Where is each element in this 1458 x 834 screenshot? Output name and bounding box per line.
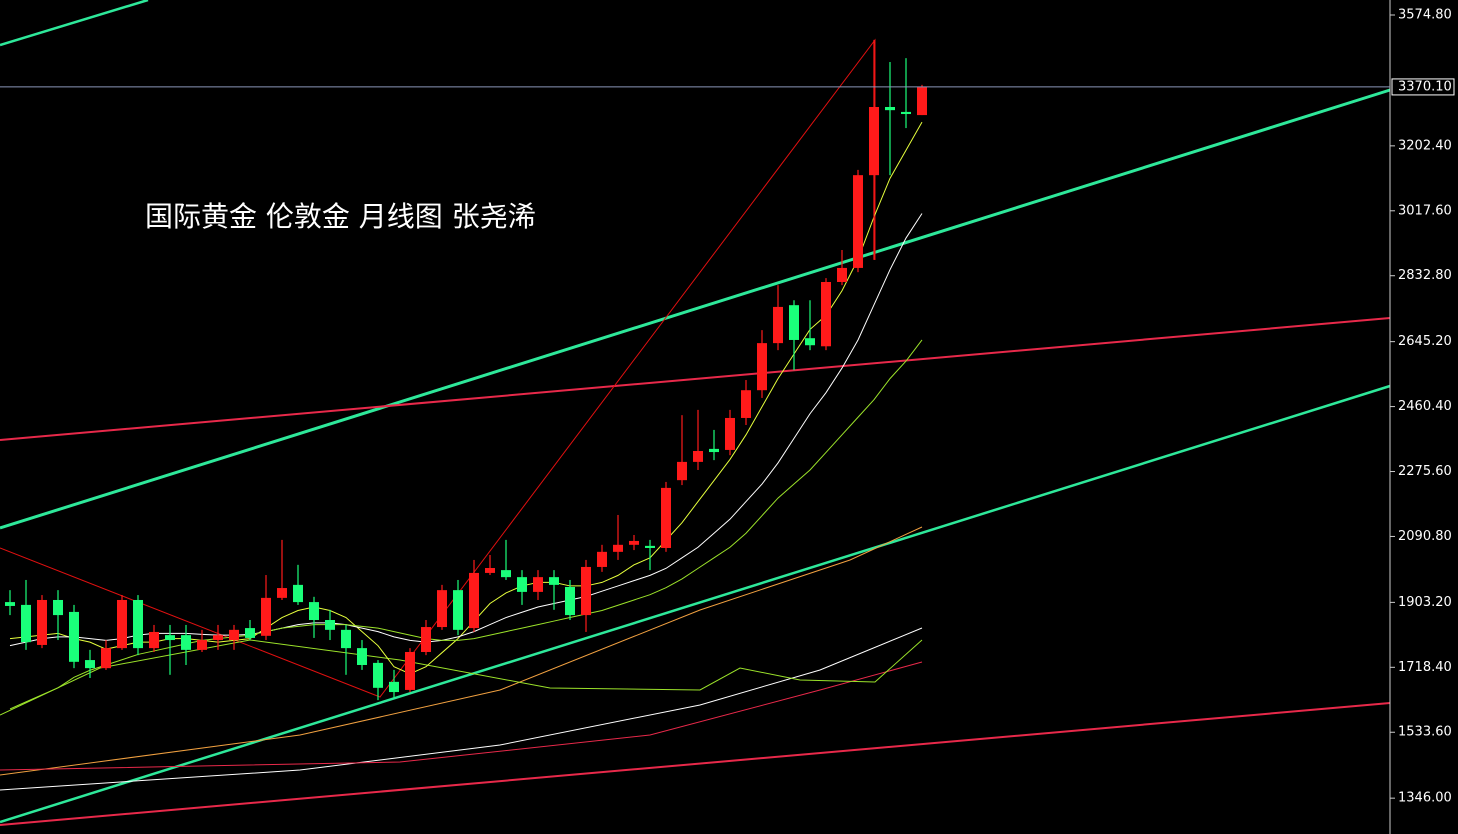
candle-body	[69, 611, 79, 662]
candle-body	[629, 540, 639, 545]
candle-body	[117, 599, 127, 649]
candle-body	[677, 461, 687, 481]
candle-body	[181, 635, 191, 650]
chart-title: 国际黄金 伦敦金 月线图 张尧浠	[145, 200, 536, 233]
trend-line	[0, 702, 1391, 826]
candle-body	[165, 635, 175, 641]
candle-body	[405, 651, 415, 690]
candle-body	[149, 631, 159, 649]
moving-average-long	[0, 526, 923, 776]
y-tick-label: 1718.40	[1398, 660, 1452, 675]
candle-body	[421, 627, 431, 652]
candle-body	[341, 629, 351, 649]
trend-line	[0, 384, 1391, 824]
candle-body	[517, 577, 527, 592]
y-tick-label: 1903.20	[1398, 595, 1452, 610]
candle-body	[469, 572, 479, 629]
candle-body	[853, 175, 863, 268]
candle-body	[325, 620, 335, 630]
candle-body	[533, 577, 543, 592]
y-tick-label: 2645.20	[1398, 334, 1452, 349]
trend-line	[0, 317, 1391, 441]
candle-body	[101, 648, 111, 669]
y-tick-label: 2090.80	[1398, 529, 1452, 544]
candle-body	[309, 602, 319, 621]
candle-body	[773, 306, 783, 344]
candle-body	[805, 338, 815, 346]
y-tick-label: 1533.60	[1398, 725, 1452, 740]
candle-body	[581, 566, 591, 616]
moving-average	[9, 213, 923, 647]
last-price-label: 3370.10	[1398, 79, 1452, 94]
candle-body	[757, 343, 767, 391]
candle-body	[613, 544, 623, 552]
candle-body	[917, 86, 927, 116]
moving-average	[9, 339, 923, 710]
candle-body	[821, 281, 831, 347]
candle-body	[661, 487, 671, 548]
candle-body	[37, 599, 47, 645]
y-tick-label: 3017.60	[1398, 203, 1452, 218]
last-price-box	[1391, 78, 1455, 96]
moving-average-long	[0, 661, 923, 771]
candle-body	[373, 662, 383, 688]
y-tick-label: 3574.80	[1398, 8, 1452, 23]
candle-body	[885, 106, 895, 111]
candle-body	[837, 267, 847, 282]
y-tick-label: 1346.00	[1398, 791, 1452, 806]
candle-body	[597, 551, 607, 567]
candle-body	[133, 599, 143, 649]
moving-average	[9, 121, 923, 675]
candle-body	[293, 584, 303, 603]
candle-body	[501, 570, 511, 578]
trend-line	[0, 0, 149, 47]
candle-body	[277, 588, 287, 598]
candle-body	[229, 629, 239, 641]
trend-line	[0, 88, 1391, 530]
candle-body	[645, 545, 655, 548]
candle-body	[725, 417, 735, 450]
candle-body	[453, 590, 463, 630]
candle-body	[261, 597, 271, 636]
candle-body	[437, 590, 447, 628]
y-tick-label: 3202.40	[1398, 138, 1452, 153]
candle-body	[693, 450, 703, 462]
y-tick-label: 2460.40	[1398, 399, 1452, 414]
trend-lines	[0, 0, 1391, 826]
candle-body	[197, 640, 207, 650]
candle-body	[789, 305, 799, 340]
y-tick-label: 2275.60	[1398, 464, 1452, 479]
candle-body	[389, 681, 399, 693]
moving-average-long	[0, 639, 923, 716]
candle-body	[741, 390, 751, 418]
candle-body	[485, 568, 495, 573]
candle-body	[5, 602, 15, 606]
candle-body	[213, 635, 223, 641]
candle-body	[901, 111, 911, 115]
candle-body	[357, 648, 367, 665]
moving-average-long	[0, 627, 923, 791]
candle-body	[53, 599, 63, 616]
y-tick-label: 2832.80	[1398, 268, 1452, 283]
candle-body	[709, 448, 719, 453]
candle-body	[85, 660, 95, 669]
candle-body	[549, 577, 559, 585]
candle-body	[245, 628, 255, 638]
candle-body	[21, 604, 31, 643]
candle-body	[869, 106, 879, 176]
candle-body	[565, 586, 575, 616]
